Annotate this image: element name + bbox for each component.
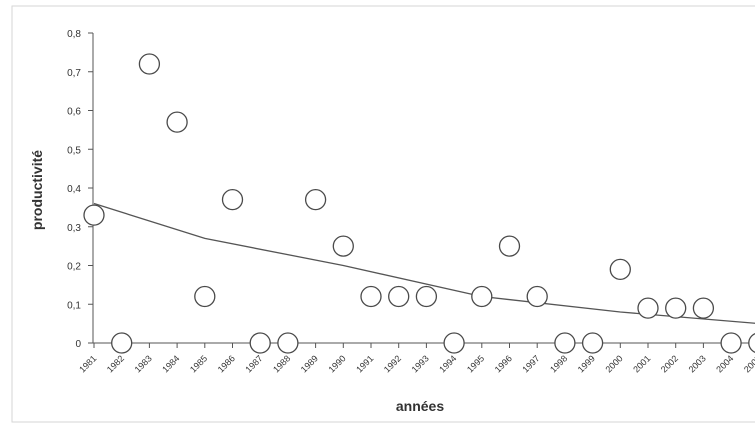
y-tick-label: 0 — [75, 339, 81, 350]
data-point — [111, 332, 133, 354]
data-point — [360, 285, 382, 308]
data-point — [415, 285, 438, 308]
data-points — [83, 53, 755, 354]
chart-frame — [11, 5, 755, 423]
y-tick-label: 0,5 — [67, 145, 81, 156]
data-point — [609, 258, 631, 281]
y-tick-label: 0,8 — [67, 29, 81, 40]
data-point — [471, 285, 493, 308]
data-point — [498, 235, 521, 257]
y-axis: 0 0,1 0,2 0,3 0,4 0,5 0,6 0,7 0,8 — [67, 29, 94, 350]
data-point — [277, 332, 299, 354]
data-point — [332, 235, 354, 257]
y-axis-label: productivité — [29, 150, 45, 230]
x-axis-label: années — [396, 398, 444, 414]
data-point — [443, 332, 465, 354]
y-tick-label: 0,2 — [67, 262, 81, 273]
data-point — [581, 332, 604, 354]
data-point — [554, 332, 576, 354]
data-point — [526, 285, 548, 308]
data-point — [692, 297, 715, 319]
y-tick-label: 0,6 — [67, 107, 81, 118]
data-point — [720, 332, 742, 354]
data-point — [194, 285, 216, 308]
data-point — [304, 188, 327, 211]
y-tick-label: 0,4 — [67, 184, 81, 195]
data-point — [637, 297, 659, 319]
y-tick-label: 0,1 — [67, 300, 81, 311]
data-point — [221, 188, 244, 211]
data-point — [388, 285, 410, 308]
data-point — [83, 204, 105, 226]
y-tick-label: 0,3 — [67, 223, 81, 234]
data-point — [249, 332, 271, 354]
data-point — [665, 297, 687, 319]
data-point — [138, 53, 161, 75]
data-point — [748, 333, 755, 353]
data-point — [166, 111, 188, 133]
y-tick-label: 0,7 — [67, 68, 81, 79]
